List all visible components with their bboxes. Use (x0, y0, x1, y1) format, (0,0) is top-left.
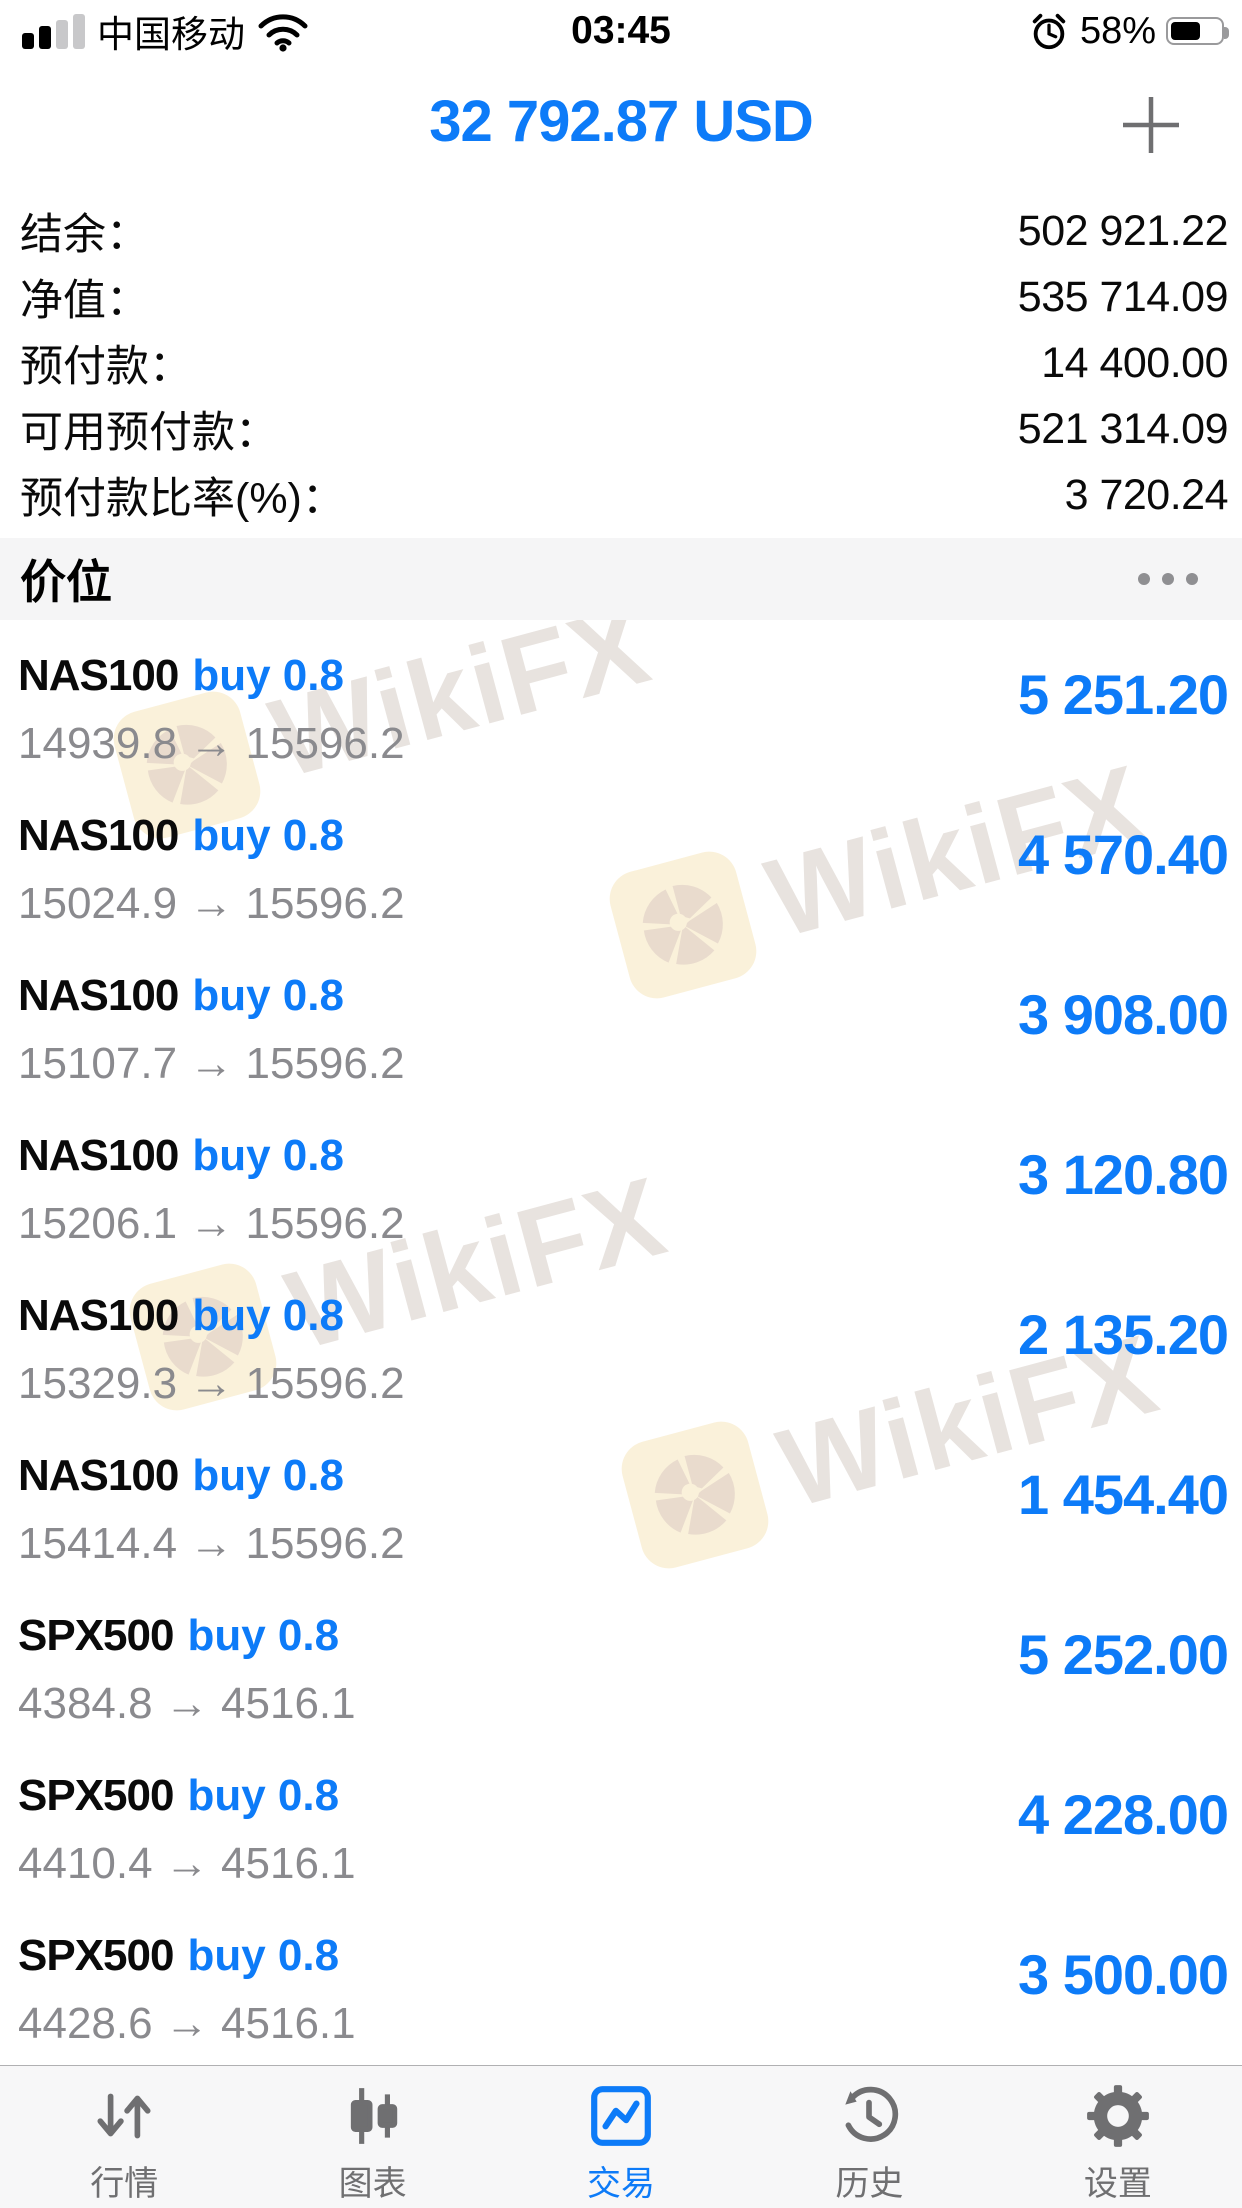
clock-label: 03:45 (571, 9, 671, 52)
tab-settings[interactable]: 设置 (994, 2066, 1242, 2208)
battery-percent-label: 58% (1079, 9, 1156, 52)
status-bar: 中国移动 03:45 58% (0, 0, 1242, 62)
cellular-signal-icon (22, 13, 85, 49)
trade-chart-icon (591, 2086, 651, 2146)
position-side: buy 0.8 (187, 1771, 340, 1820)
tab-label: 行情 (90, 2165, 159, 2203)
tab-label: 设置 (1083, 2165, 1152, 2203)
position-prices: 15107.7 → 15596.2 (18, 1039, 405, 1088)
up-down-arrows-icon (97, 2093, 151, 2139)
position-row[interactable]: NAS100 buy 0.8 14939.8 → 15596.2 5 251.20 (0, 620, 1242, 780)
tab-history[interactable]: 历史 (745, 2066, 993, 2208)
alarm-icon (1032, 13, 1066, 50)
account-row-margin-level: 预付款比率(%)： 3 720.24 (0, 462, 1242, 528)
account-row-balance: 结余： 502 921.22 (0, 198, 1242, 264)
position-symbol: NAS100 (18, 1451, 179, 1500)
tab-label: 历史 (835, 2165, 904, 2203)
account-value: 535 714.09 (1017, 272, 1229, 321)
position-row[interactable]: NAS100 buy 0.8 15206.1 → 15596.2 3 120.80 (0, 1100, 1242, 1260)
positions-list: NAS100 buy 0.8 14939.8 → 15596.2 5 251.20… (0, 620, 1242, 2060)
position-side: buy 0.8 (187, 1611, 340, 1660)
position-symbol: SPX500 (18, 1771, 174, 1820)
position-prices: 15329.3 → 15596.2 (18, 1359, 405, 1408)
account-label: 预付款： (20, 343, 192, 391)
position-prices: 4410.4 → 4516.1 (18, 1839, 356, 1888)
position-row[interactable]: NAS100 buy 0.8 15329.3 → 15596.2 2 135.20 (0, 1260, 1242, 1420)
position-row[interactable]: SPX500 buy 0.8 4410.4 → 4516.1 4 228.00 (0, 1740, 1242, 1900)
account-value: 521 314.09 (1017, 404, 1229, 453)
position-profit: 5 251.20 (1018, 663, 1229, 726)
battery-icon (1166, 17, 1229, 45)
position-symbol: SPX500 (18, 1611, 174, 1660)
account-label: 预付款比率(%)： (20, 475, 345, 523)
history-clock-icon (845, 2086, 899, 2142)
position-profit: 3 908.00 (1018, 983, 1229, 1046)
tab-trade[interactable]: 交易 (497, 2066, 745, 2208)
position-symbol: NAS100 (18, 811, 179, 860)
position-prices: 15024.9 → 15596.2 (18, 879, 405, 928)
gear-icon (1086, 2085, 1149, 2147)
position-symbol: NAS100 (18, 971, 179, 1020)
add-account-button[interactable] (1118, 92, 1184, 158)
position-profit: 4 228.00 (1018, 1783, 1229, 1846)
position-prices: 15206.1 → 15596.2 (18, 1199, 405, 1248)
tab-quotes[interactable]: 行情 (0, 2066, 248, 2208)
position-prices: 4384.8 → 4516.1 (18, 1679, 356, 1728)
account-value: 502 921.22 (1017, 206, 1229, 255)
account-row-free-margin: 可用预付款： 521 314.09 (0, 396, 1242, 462)
tab-label: 交易 (587, 2165, 656, 2203)
account-row-equity: 净值： 535 714.09 (0, 264, 1242, 330)
position-side: buy 0.8 (192, 1131, 344, 1180)
position-row[interactable]: NAS100 buy 0.8 15414.4 → 15596.2 1 454.40 (0, 1420, 1242, 1580)
position-profit: 1 454.40 (1018, 1463, 1229, 1526)
carrier-label: 中国移动 (97, 14, 245, 55)
tab-charts[interactable]: 图表 (248, 2066, 496, 2208)
account-label: 结余： (20, 211, 149, 259)
account-row-margin: 预付款： 14 400.00 (0, 330, 1242, 396)
account-summary: 结余： 502 921.22 净值： 535 714.09 预付款： 14 40… (0, 198, 1242, 528)
position-row[interactable]: NAS100 buy 0.8 15107.7 → 15596.2 3 908.00 (0, 940, 1242, 1100)
position-profit: 4 570.40 (1018, 823, 1229, 886)
position-prices: 14939.8 → 15596.2 (18, 719, 405, 768)
position-symbol: NAS100 (18, 1131, 179, 1180)
position-symbol: NAS100 (18, 651, 179, 700)
position-row[interactable]: SPX500 buy 0.8 4384.8 → 4516.1 5 252.00 (0, 1580, 1242, 1740)
account-value: 3 720.24 (1064, 470, 1229, 519)
position-row[interactable]: NAS100 buy 0.8 15024.9 → 15596.2 4 570.40 (0, 780, 1242, 940)
position-profit: 3 500.00 (1018, 1943, 1229, 2006)
position-side: buy 0.8 (192, 1291, 344, 1340)
account-balance: 32 792.87 USD (429, 89, 814, 154)
account-label: 净值： (20, 277, 149, 325)
plus-icon (1123, 97, 1179, 153)
position-profit: 5 252.00 (1018, 1623, 1229, 1686)
position-side: buy 0.8 (192, 1451, 344, 1500)
position-side: buy 0.8 (187, 1931, 340, 1980)
section-title: 价位 (20, 556, 112, 608)
candlestick-icon (350, 2088, 397, 2144)
position-prices: 4428.6 → 4516.1 (18, 1999, 356, 2048)
position-symbol: SPX500 (18, 1931, 174, 1980)
account-value: 14 400.00 (1041, 338, 1228, 387)
account-label: 可用预付款： (20, 409, 278, 457)
positions-section-header: 价位 (0, 538, 1242, 620)
position-row[interactable]: SPX500 buy 0.8 4428.6 → 4516.1 3 500.00 (0, 1900, 1242, 2060)
position-profit: 2 135.20 (1018, 1303, 1229, 1366)
more-icon[interactable] (1138, 573, 1198, 585)
tab-bar: 行情 图表 交易 (0, 2065, 1242, 2208)
position-symbol: NAS100 (18, 1291, 179, 1340)
position-profit: 3 120.80 (1018, 1143, 1229, 1206)
wifi-icon (258, 14, 308, 52)
position-prices: 15414.4 → 15596.2 (18, 1519, 405, 1568)
tab-label: 图表 (338, 2165, 407, 2203)
position-side: buy 0.8 (192, 971, 344, 1020)
position-side: buy 0.8 (192, 651, 344, 700)
position-side: buy 0.8 (192, 811, 344, 860)
